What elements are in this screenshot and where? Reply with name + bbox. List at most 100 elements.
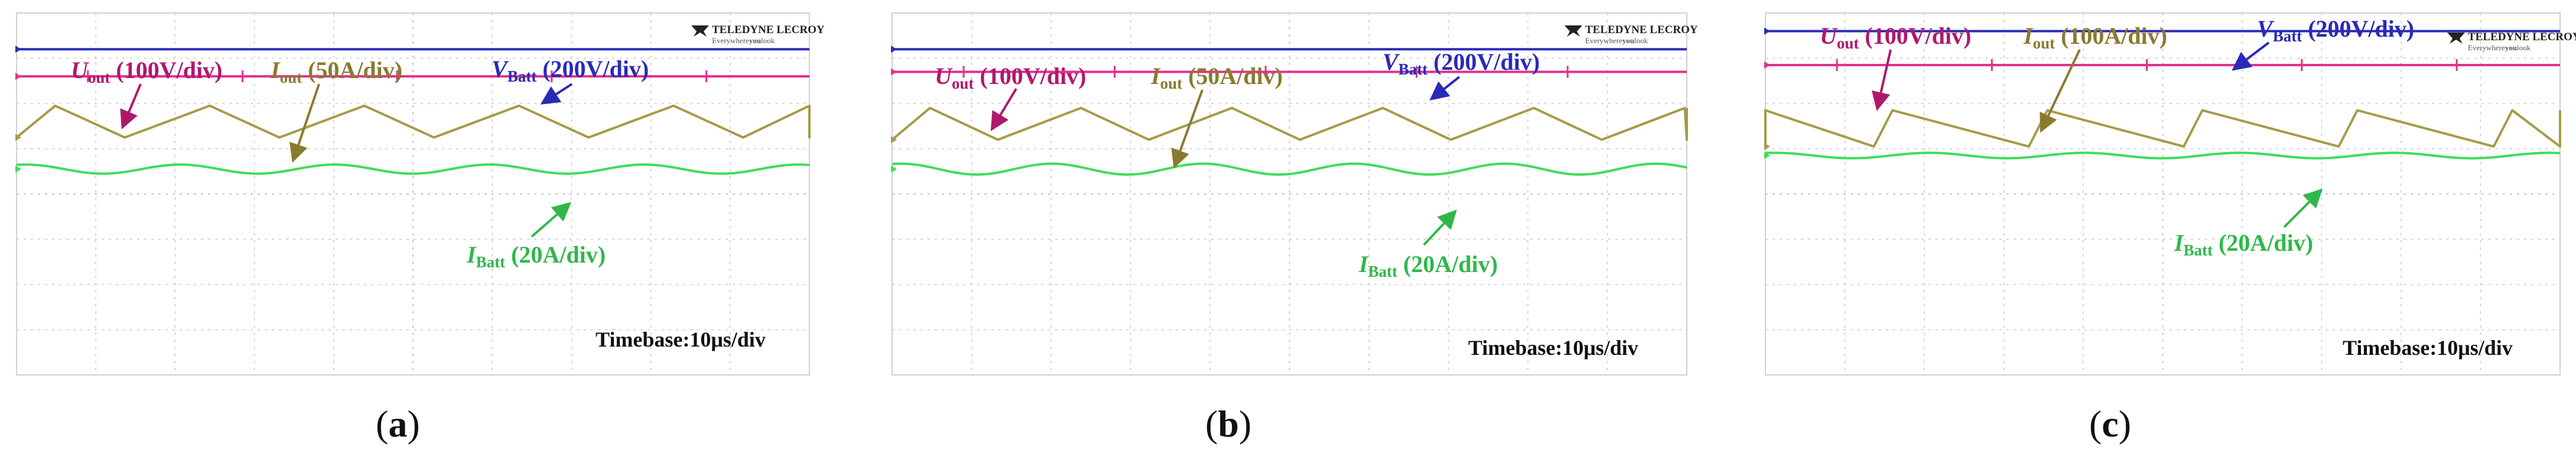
label-i-batt-scale: (20A/div)	[1397, 251, 1498, 277]
label-v-batt-sub: Batt	[508, 67, 537, 85]
teledyne-lecroy-logo: TELEDYNE LECROY Everywhereyoulook	[1565, 24, 1698, 45]
label-u-out-sub: out	[952, 75, 974, 92]
brand-name: TELEDYNE LECROY	[1585, 24, 1698, 36]
arrow-u-out	[120, 83, 142, 130]
label-u-out: Uout (100V/div)	[71, 57, 222, 86]
trace-i-out	[15, 104, 811, 139]
arrow-i-out	[289, 83, 320, 163]
arrow-i-batt	[531, 202, 572, 238]
label-i-batt-symbol: I	[2174, 229, 2184, 256]
brand-name: TELEDYNE LECROY	[2468, 31, 2576, 43]
tagline-start: Everywhere	[2468, 43, 2505, 52]
label-i-batt-sub: Batt	[1368, 263, 1398, 280]
channel-marker	[891, 68, 897, 76]
label-i-batt-symbol: I	[466, 241, 477, 268]
channel-marker	[15, 134, 21, 141]
panel-label-b: (b)	[1205, 403, 1251, 445]
arrow-v-batt	[540, 83, 573, 105]
teledyne-bird-icon	[1565, 25, 1582, 37]
label-i-out: Iout (50A/div)	[270, 57, 402, 86]
panel-label-a: (a)	[376, 403, 420, 445]
label-i-batt-sub: Batt	[2184, 241, 2213, 259]
channel-marker	[1764, 61, 1770, 69]
panel-b: TELEDYNE LECROY Everywhereyoulook Uout (…	[891, 12, 1698, 445]
arrow-i-batt	[2283, 188, 2323, 228]
label-u-out-scale: (100V/div)	[974, 63, 1086, 89]
trace-i-batt	[892, 162, 1687, 176]
teledyne-lecroy-logo: TELEDYNE LECROY Everywhereyoulook	[2447, 31, 2576, 52]
timebase-label: Timebase:10μs/div	[1468, 336, 1638, 360]
teledyne-bird-icon	[691, 25, 709, 37]
brand-tagline: Everywhereyoulook	[1585, 36, 1648, 45]
teledyne-lecroy-logo: TELEDYNE LECROY Everywhereyoulook	[691, 24, 825, 45]
label-v-batt-sub: Batt	[1398, 60, 1428, 78]
arrow-i-out	[2040, 49, 2081, 133]
tagline-end: look	[761, 36, 775, 45]
panel-label-c: (c)	[2089, 403, 2131, 445]
label-u-out-sub: out	[1837, 34, 1859, 52]
label-i-out-symbol: I	[270, 57, 281, 83]
label-i-batt: IBatt (20A/div)	[1358, 251, 1498, 280]
label-i-out-scale: (100A/div)	[2055, 22, 2167, 49]
tagline-start: Everywhere	[1585, 36, 1622, 45]
tagline-end: look	[2517, 43, 2531, 52]
channel-marker	[891, 165, 897, 173]
trace-i-batt	[1765, 151, 2561, 160]
traces	[1764, 27, 2561, 160]
label-i-out: Iout (100A/div)	[2023, 22, 2167, 52]
brand-tagline: Everywhereyoulook	[2468, 43, 2531, 52]
channel-marker	[891, 46, 897, 53]
teledyne-bird-icon	[2447, 33, 2465, 44]
arrow-i-out	[1171, 89, 1204, 169]
label-v-batt-sub: Batt	[2273, 27, 2302, 45]
grid	[1765, 13, 2560, 375]
label-i-out-sub: out	[1160, 75, 1183, 92]
label-v-batt-symbol: V	[2257, 15, 2275, 42]
channel-marker	[1764, 143, 1770, 150]
label-u-out-scale: (100V/div)	[1859, 22, 1971, 49]
grid	[17, 13, 809, 375]
label-v-batt-scale: (200V/div)	[2302, 15, 2414, 42]
label-v-batt-symbol: V	[1383, 48, 1400, 75]
tagline-em: you	[1622, 36, 1634, 45]
channel-marker	[15, 46, 21, 53]
label-u-out: Uout (100V/div)	[1820, 22, 1971, 52]
brand-tagline: Everywhereyoulook	[712, 36, 775, 45]
trace-i-out	[891, 106, 1688, 141]
label-i-batt: IBatt (20A/div)	[2174, 229, 2313, 259]
grid	[892, 13, 1687, 375]
label-i-batt-sub: Batt	[476, 253, 506, 271]
traces	[15, 46, 811, 175]
panel-letter: c	[2102, 403, 2118, 445]
panel-a: TELEDYNE LECROY Everywhereyoulook Uout (…	[15, 12, 825, 445]
arrow-v-batt	[1429, 76, 1461, 101]
label-v-batt-scale: (200V/div)	[1427, 48, 1540, 75]
label-v-batt: VBatt (200V/div)	[2257, 15, 2414, 45]
label-v-batt-symbol: V	[492, 56, 509, 82]
label-i-out-symbol: I	[1150, 63, 1161, 89]
label-i-out-symbol: I	[2023, 22, 2034, 49]
arrow-i-batt	[1423, 209, 1457, 246]
label-v-batt-scale: (200V/div)	[536, 56, 649, 82]
tagline-em: you	[2505, 43, 2517, 52]
label-v-batt: VBatt (200V/div)	[1383, 48, 1540, 78]
label-u-out-sub: out	[88, 69, 110, 86]
tagline-start: Everywhere	[712, 36, 749, 45]
trace-i-batt	[16, 163, 810, 175]
arrow-u-out	[990, 88, 1017, 131]
timebase-label: Timebase:10μs/div	[2343, 336, 2513, 360]
channel-marker	[15, 73, 21, 80]
label-u-out: Uout (100V/div)	[935, 63, 1086, 92]
label-i-batt-symbol: I	[1358, 251, 1369, 277]
label-i-out: Iout (50A/div)	[1150, 63, 1283, 92]
arrow-v-batt	[2232, 41, 2270, 71]
label-u-out-symbol: U	[935, 63, 953, 89]
label-i-out-scale: (50A/div)	[302, 57, 402, 83]
channel-marker	[891, 136, 897, 144]
label-u-out-symbol: U	[71, 57, 89, 83]
label-i-batt-scale: (20A/div)	[505, 241, 606, 268]
channel-marker	[1764, 27, 1770, 35]
channel-marker	[1764, 151, 1770, 159]
label-u-out-scale: (100V/div)	[110, 57, 222, 83]
